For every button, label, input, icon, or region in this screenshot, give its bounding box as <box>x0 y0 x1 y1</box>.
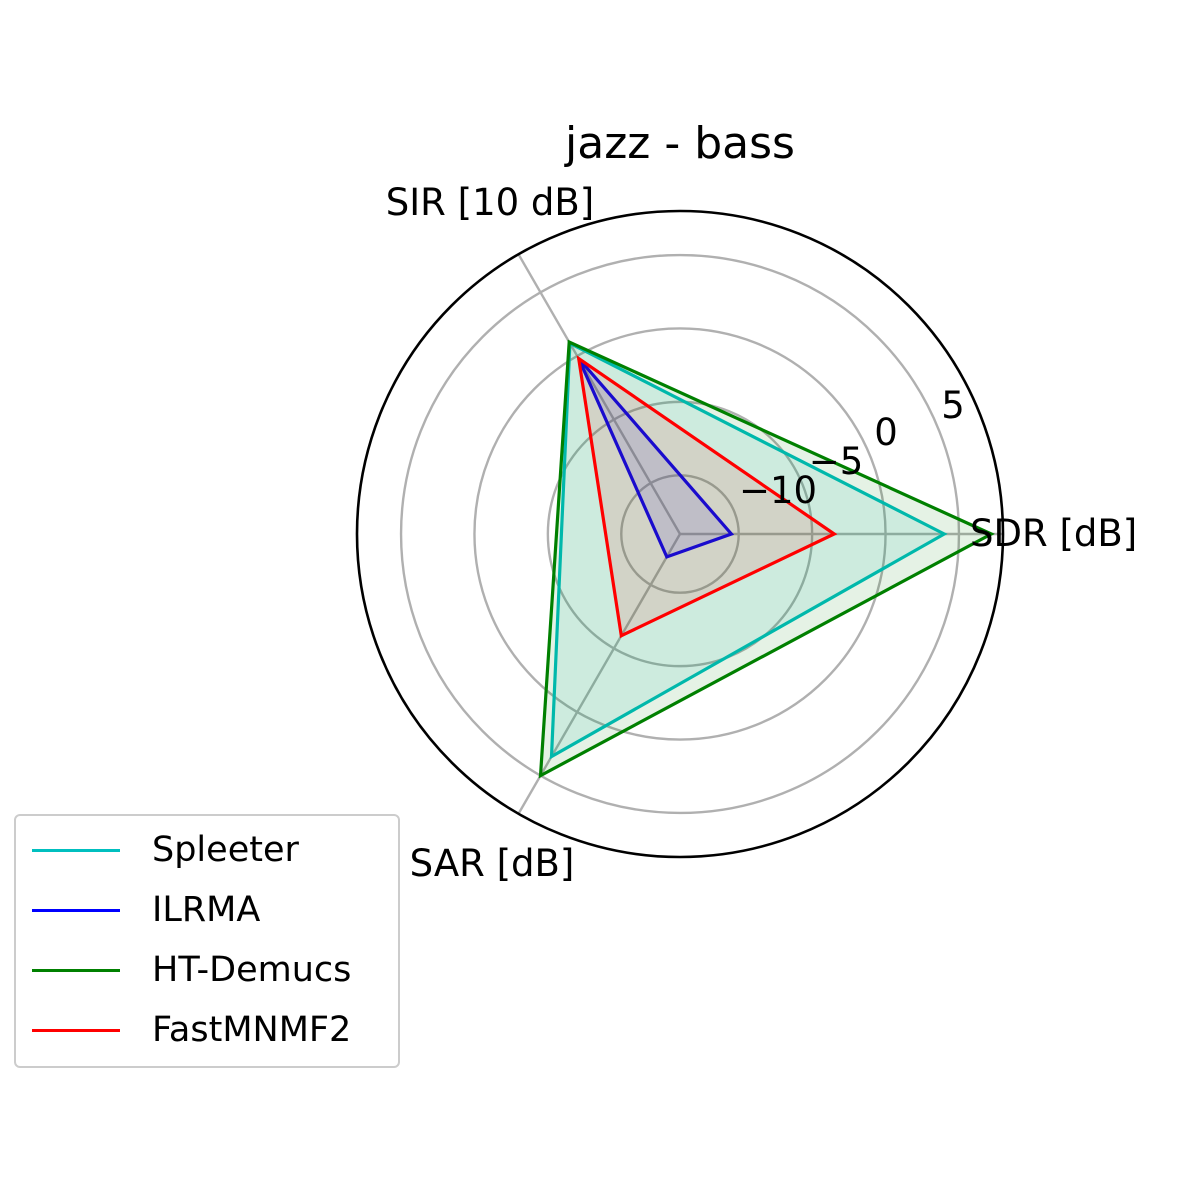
radial-tick-label: −10 <box>739 469 817 512</box>
axis-spoke <box>517 533 682 815</box>
axis-label-sdr: SDR [dB] <box>970 512 1137 555</box>
radial-tick-labels: −10 −5 0 5 <box>739 384 965 512</box>
legend-swatch-ht-demucs <box>32 968 120 972</box>
axis-label-sir: SIR [10 dB] <box>386 181 594 224</box>
series-line-ilrma <box>577 357 735 559</box>
legend-item-ht-demucs: HT-Demucs <box>16 950 351 990</box>
axis-labels: SDR [dB] SIR [10 dB] SAR [dB] <box>386 181 1137 885</box>
chart-title: jazz - bass <box>564 118 795 169</box>
axis-label-sar: SAR [dB] <box>410 842 575 885</box>
series-line-ht-demucs <box>538 339 995 779</box>
legend-label-ilrma: ILRMA <box>152 890 261 930</box>
radial-tick-label: 5 <box>941 384 965 427</box>
series-fill-fastmnmf2 <box>578 358 835 636</box>
legend-swatch-fastmnmf2 <box>32 1028 120 1032</box>
legend-item-ilrma: ILRMA <box>16 890 260 930</box>
series-fill-spleeter <box>551 343 945 757</box>
axis-spoke <box>517 253 682 535</box>
legend-swatch-spleeter <box>32 848 120 852</box>
legend: Spleeter ILRMA HT-Demucs FastMNMF2 <box>14 814 400 1068</box>
legend-swatch-ilrma <box>32 908 120 912</box>
series-fill-ilrma <box>578 358 732 557</box>
radial-tick-label: −5 <box>809 440 864 483</box>
series-line-spleeter <box>549 340 948 760</box>
legend-label-fastmnmf2: FastMNMF2 <box>152 1010 352 1050</box>
legend-item-fastmnmf2: FastMNMF2 <box>16 1010 351 1050</box>
legend-label-ht-demucs: HT-Demucs <box>152 950 352 990</box>
polar-frame <box>355 209 1005 859</box>
legend-item-spleeter: Spleeter <box>16 830 299 870</box>
series-fill-ht-demucs <box>540 342 992 776</box>
legend-label-spleeter: Spleeter <box>152 830 299 870</box>
radial-tick-label: 0 <box>874 411 898 454</box>
series-group <box>538 339 995 779</box>
radial-grid <box>355 209 1005 859</box>
series-line-fastmnmf2 <box>576 355 838 639</box>
